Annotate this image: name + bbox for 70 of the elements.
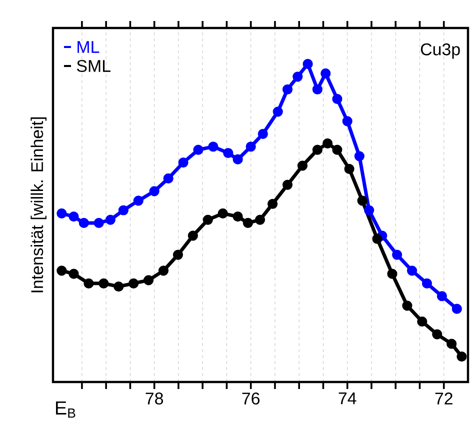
point [56, 266, 67, 276]
point [402, 300, 412, 311]
point [282, 84, 293, 94]
point [94, 218, 104, 228]
legend-label: ML [78, 41, 100, 53]
point [232, 212, 243, 222]
point [272, 106, 283, 117]
point [322, 138, 333, 149]
point [133, 196, 144, 206]
point [344, 164, 354, 174]
point [372, 234, 382, 244]
point [56, 208, 67, 218]
point [292, 72, 303, 82]
point [242, 218, 253, 228]
point [268, 198, 278, 209]
y-axis-title: Intensität [willk. Einheit] [30, 117, 46, 292]
point [354, 151, 364, 162]
point [118, 205, 128, 216]
point [320, 68, 331, 79]
point [282, 180, 293, 190]
point [332, 94, 342, 104]
point [417, 316, 428, 327]
point [364, 205, 374, 216]
point [297, 160, 308, 171]
point [302, 58, 313, 69]
x-tick-label: 76 [242, 392, 260, 405]
point [387, 268, 398, 279]
point [312, 144, 322, 155]
point [163, 173, 174, 184]
point [436, 291, 447, 302]
point [218, 208, 228, 218]
point [452, 304, 462, 314]
x-axis-title: E$_{B}$ [56, 401, 76, 418]
point [406, 266, 418, 276]
point [258, 128, 268, 139]
point [342, 116, 352, 126]
text: Cu3p [420, 43, 460, 59]
point [98, 278, 109, 288]
point [208, 142, 218, 152]
point [202, 214, 213, 225]
point [128, 278, 139, 288]
point [68, 268, 79, 279]
point [188, 230, 198, 241]
x-tick-label: 72 [435, 392, 452, 404]
point [446, 338, 457, 349]
point [357, 196, 368, 206]
point [332, 144, 342, 155]
x-tick-label: 78 [146, 392, 164, 405]
point [172, 250, 184, 260]
point [456, 352, 467, 362]
point [232, 154, 243, 164]
point [246, 142, 256, 152]
point [312, 84, 322, 94]
point [193, 144, 204, 155]
point [78, 218, 89, 228]
point [143, 275, 154, 286]
point [68, 212, 79, 222]
legend-label: SML [76, 60, 110, 72]
point [105, 214, 116, 225]
point [422, 278, 432, 288]
point [432, 329, 442, 340]
point [392, 250, 402, 260]
point [114, 282, 124, 292]
x-tick-label: 74 [338, 392, 356, 404]
point [178, 157, 188, 168]
point [223, 148, 234, 158]
point [254, 214, 266, 225]
point [158, 266, 169, 276]
point [84, 278, 94, 288]
point [149, 186, 160, 196]
